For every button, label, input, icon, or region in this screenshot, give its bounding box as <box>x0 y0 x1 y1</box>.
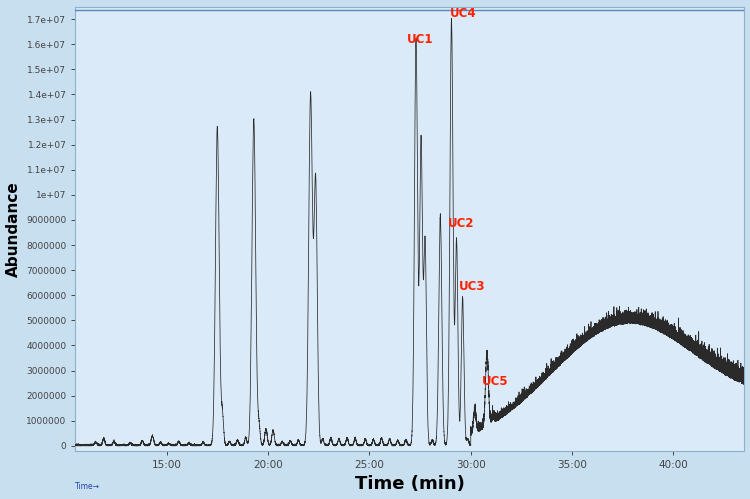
Text: UC2: UC2 <box>448 217 474 230</box>
Text: UC1: UC1 <box>407 32 434 45</box>
X-axis label: Time (min): Time (min) <box>355 476 465 494</box>
Text: UC3: UC3 <box>458 280 485 293</box>
Text: UC4: UC4 <box>449 7 476 20</box>
Y-axis label: Abundance: Abundance <box>5 181 20 276</box>
Text: Time→: Time→ <box>76 482 100 491</box>
Text: UC5: UC5 <box>482 375 508 388</box>
